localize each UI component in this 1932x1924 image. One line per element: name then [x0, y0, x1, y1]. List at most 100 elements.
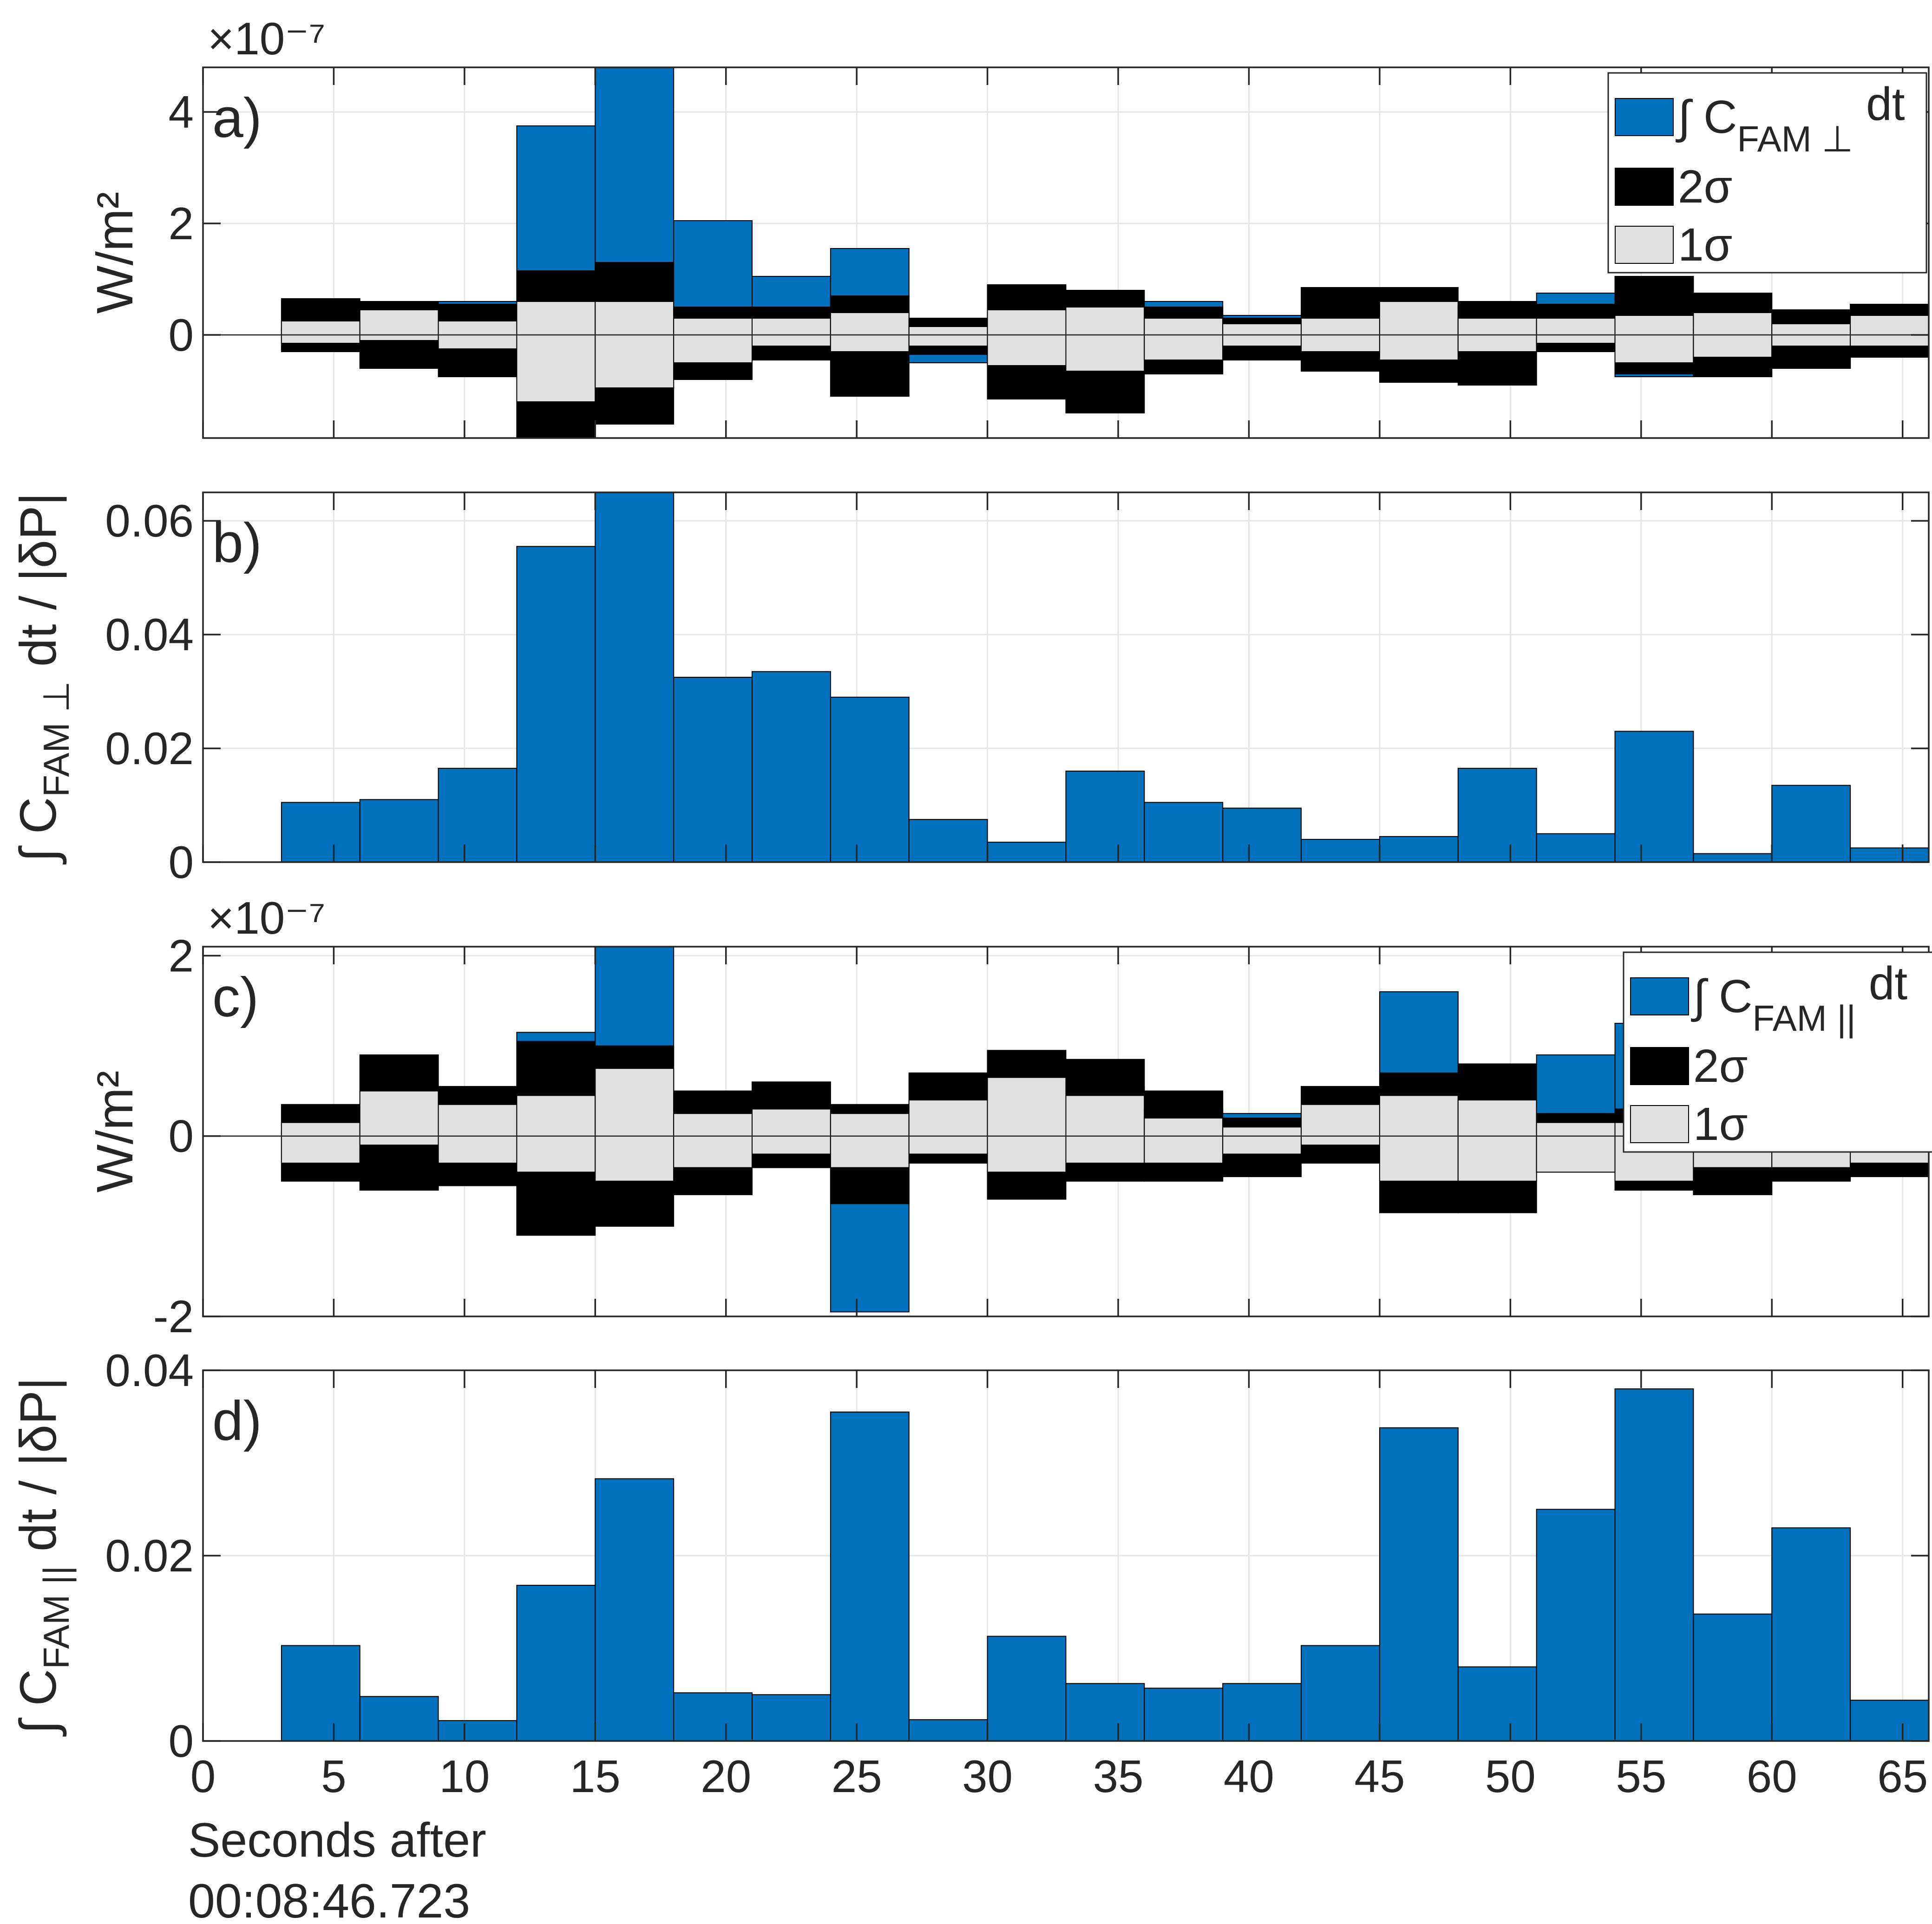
- ratio-bar: [908, 1719, 988, 1741]
- ratio-bar: [752, 671, 831, 862]
- legend-sigma1-text: 1σ: [1693, 1098, 1748, 1150]
- legend-sigma1-label: 1σ: [1678, 219, 1732, 271]
- sigma1-band: [1850, 315, 1929, 347]
- panel-label: c): [212, 966, 259, 1028]
- ratio-bar: [1850, 1700, 1929, 1741]
- legend-flux-label: ∫ CFAM || dt: [1691, 957, 1907, 1039]
- y-axis-label-sub: FAM ||: [36, 1566, 77, 1669]
- sigma1-band: [359, 309, 439, 341]
- y-axis-label-sub: FAM ⊥: [36, 681, 77, 797]
- ratio-bar: [438, 1720, 517, 1741]
- bars: [281, 492, 1929, 862]
- ratio-bar: [281, 802, 360, 862]
- x-tick-label: 25: [832, 1751, 882, 1802]
- legend-flux-sub: FAM ⊥: [1737, 118, 1853, 159]
- legend-flux-label: ∫ CFAM ⊥ dt: [1676, 78, 1905, 159]
- ratio-bar: [359, 799, 439, 862]
- x-tick-label: 40: [1224, 1751, 1274, 1802]
- legend-flux-suffix: dt: [1853, 78, 1905, 130]
- sigma1-band: [830, 1113, 910, 1168]
- ratio-bar: [1536, 833, 1616, 862]
- y-tick-label: 0.06: [105, 495, 194, 546]
- y-tick-label: 0.04: [105, 1345, 194, 1396]
- sigma1-band: [752, 1108, 831, 1155]
- sigma1-band: [516, 301, 596, 402]
- y-tick-label: 0.02: [105, 1530, 194, 1581]
- legend-flux-text: ∫ C: [1691, 970, 1752, 1022]
- panel-label: b): [212, 512, 262, 574]
- y-tick-label: 0.02: [105, 723, 194, 774]
- ratio-bar: [1536, 1509, 1616, 1741]
- panel-label: d): [212, 1390, 262, 1452]
- y-tick-label: 0: [168, 1715, 194, 1767]
- x-tick-label: 10: [439, 1751, 490, 1802]
- x-tick-label: 0: [190, 1751, 216, 1802]
- ratio-bar: [1144, 1688, 1224, 1741]
- sigma1-band: [1065, 307, 1145, 372]
- ratio-bar: [908, 819, 988, 862]
- sigma1-band: [1301, 1104, 1380, 1146]
- ratio-bar: [1614, 1388, 1694, 1741]
- axes-box: [202, 491, 1930, 863]
- x-tick-label: 55: [1616, 1751, 1666, 1802]
- ratio-bar: [1457, 1666, 1537, 1741]
- sigma1-band: [830, 312, 910, 352]
- y-tick-label: 0: [168, 837, 194, 888]
- panel-b: 0 0.02 0.04 0.06 b) ∫ CFAM ⊥ dt / |δP|: [10, 491, 1930, 888]
- ratio-bar: [1379, 1427, 1459, 1741]
- sigma1-band: [281, 321, 360, 344]
- exponent-label: ×10⁻⁷: [208, 13, 325, 64]
- sigma1-band: [1144, 1117, 1224, 1164]
- ratio-bar: [987, 842, 1067, 862]
- bars: [281, 1388, 1929, 1741]
- x-tick-label: 65: [1877, 1751, 1928, 1802]
- ratio-bar: [1379, 836, 1459, 862]
- sigma1-band: [595, 301, 675, 388]
- sigma1-band: [752, 318, 831, 347]
- sigma1-band: [359, 1090, 439, 1146]
- axes-box: [202, 66, 1930, 439]
- sigma1-band: [516, 1095, 596, 1173]
- x-tick-label: 15: [570, 1751, 621, 1802]
- legend-sigma1-text: 1σ: [1678, 219, 1732, 271]
- x-tick-label: 50: [1485, 1751, 1536, 1802]
- y-axis-label-suffix: dt / |δP|: [10, 492, 67, 681]
- ratio-bar: [595, 492, 675, 862]
- legend-sigma2-label: 2σ: [1678, 161, 1732, 213]
- legend-sigma1-swatch: [1615, 226, 1674, 264]
- ratio-bar: [1301, 839, 1380, 862]
- ratio-bar: [1301, 1645, 1380, 1741]
- y-axis-label: ∫ CFAM || dt / |δP|: [10, 1377, 77, 1737]
- ratio-bar: [1222, 1683, 1302, 1741]
- sigma1-band: [438, 1104, 517, 1164]
- ratio-bar: [516, 1584, 596, 1741]
- legend-sigma1-label: 1σ: [1693, 1098, 1748, 1150]
- ratio-bar: [1222, 807, 1302, 862]
- ratio-bar: [830, 696, 910, 862]
- ratio-bar: [359, 1696, 439, 1741]
- sigma1-band: [1457, 1099, 1537, 1182]
- legend-sigma2-swatch: [1630, 1047, 1689, 1085]
- x-tick-label: 30: [962, 1751, 1013, 1802]
- ratio-bar: [673, 677, 753, 862]
- x-tick-label: 45: [1354, 1751, 1405, 1802]
- x-tick-label: 20: [701, 1751, 751, 1802]
- y-tick-label: 0: [168, 309, 194, 360]
- ratio-bar: [1771, 785, 1851, 862]
- ratio-bar: [987, 1636, 1067, 1741]
- sigma1-band: [908, 326, 988, 347]
- panel-d: 0 0.02 0.04 d) ∫ CFAM || dt / |δP| 0 5 10 15 20 25…: [10, 1345, 1930, 1924]
- y-axis-label: ∫ CFAM ⊥ dt / |δP|: [10, 492, 77, 865]
- y-tick-label: 0: [168, 1111, 194, 1162]
- x-tick-label: 5: [321, 1751, 347, 1802]
- bars: [281, 947, 1929, 1313]
- sigma1-band: [908, 1099, 988, 1155]
- y-axis-label: W/m²: [86, 192, 144, 314]
- legend-flux-swatch: [1615, 98, 1674, 136]
- x-tick-label: 60: [1747, 1751, 1797, 1802]
- ratio-bar: [1144, 802, 1224, 862]
